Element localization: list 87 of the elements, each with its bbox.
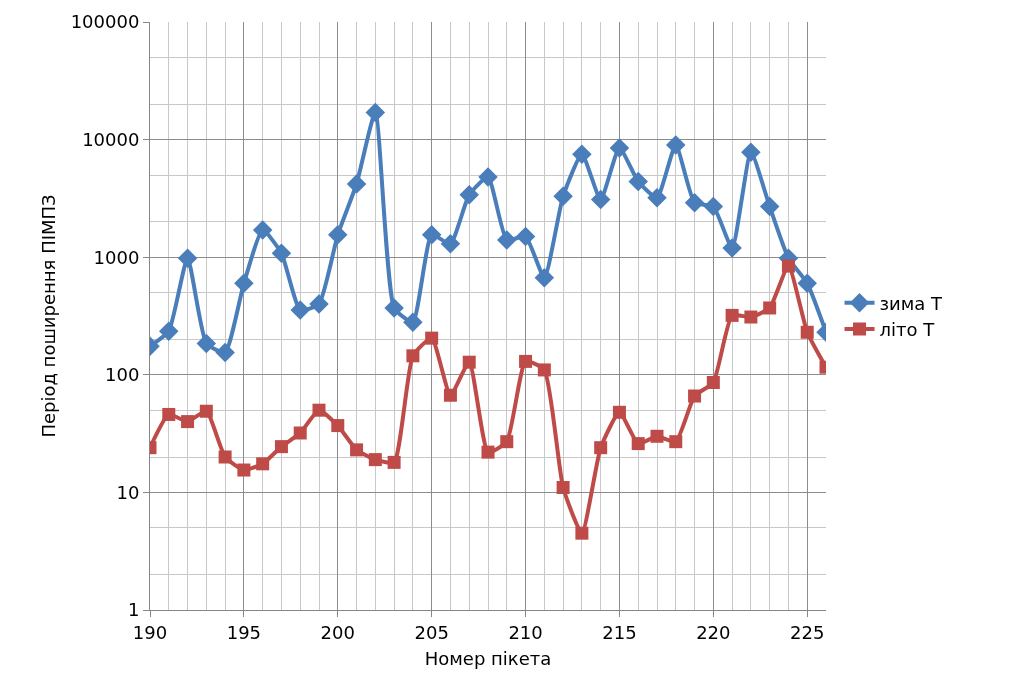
point <box>478 167 498 187</box>
point <box>406 349 420 363</box>
point <box>387 455 401 469</box>
point <box>159 321 179 341</box>
point <box>218 450 232 464</box>
y-axis-title: Період поширення ПІМПЗ <box>37 194 59 438</box>
point <box>688 389 702 403</box>
point <box>256 457 270 471</box>
x-tick-label: 215 <box>602 621 637 643</box>
y-tick-label: 10000 <box>82 128 140 150</box>
y-tick-label: 10 <box>116 481 140 503</box>
x-tick-label: 210 <box>508 621 543 643</box>
point <box>741 142 761 163</box>
point <box>237 463 251 477</box>
point <box>443 388 457 402</box>
point <box>628 171 648 192</box>
point <box>703 196 724 217</box>
y-tick-label: 100 <box>105 364 140 386</box>
point <box>500 435 514 449</box>
x-tick-label: 190 <box>132 621 168 643</box>
point <box>666 135 686 155</box>
point <box>346 174 367 194</box>
point <box>594 441 608 455</box>
point <box>290 300 310 320</box>
point <box>590 189 611 210</box>
point <box>177 248 198 268</box>
point <box>462 355 476 369</box>
point <box>368 453 382 467</box>
x-tick-label: 195 <box>226 621 262 643</box>
point <box>252 220 273 240</box>
point <box>309 294 329 314</box>
point <box>421 225 442 245</box>
point <box>612 405 626 419</box>
x-tick-label: 200 <box>320 621 355 643</box>
x-tick-label: 205 <box>414 621 449 643</box>
point <box>800 325 814 339</box>
point <box>274 440 288 454</box>
point <box>312 403 326 417</box>
y-tick-label: 1 <box>127 599 140 621</box>
point <box>199 404 213 418</box>
point <box>519 354 533 368</box>
point <box>365 102 386 123</box>
point <box>384 298 404 318</box>
point <box>497 230 517 250</box>
point <box>459 184 479 205</box>
point <box>763 301 777 315</box>
point <box>440 234 461 254</box>
point <box>271 243 292 264</box>
point <box>403 312 423 332</box>
point <box>215 342 235 363</box>
point <box>609 138 630 158</box>
x-axis-title: Номер пікета <box>424 647 552 669</box>
point <box>572 144 592 165</box>
point <box>234 273 254 294</box>
point <box>706 376 720 389</box>
point <box>331 419 345 433</box>
point <box>425 331 439 345</box>
x-tick-label: 225 <box>790 621 825 643</box>
point <box>481 445 495 459</box>
point <box>181 415 195 429</box>
y-tick-label: 100000 <box>70 11 140 33</box>
point <box>162 407 176 421</box>
point <box>744 310 758 324</box>
point <box>647 188 667 208</box>
point <box>722 238 742 258</box>
legend-label: зима Т <box>879 292 944 314</box>
point <box>534 267 555 288</box>
point <box>328 225 348 245</box>
point <box>797 273 817 294</box>
point <box>293 426 307 440</box>
point <box>515 226 536 247</box>
x-tick-label: 220 <box>696 621 731 643</box>
point <box>537 363 551 377</box>
y-tick-label: 1000 <box>93 246 140 268</box>
point <box>725 308 739 322</box>
point <box>575 526 589 540</box>
point <box>553 186 573 206</box>
point <box>631 437 645 451</box>
point <box>669 435 683 449</box>
point <box>350 443 364 457</box>
point <box>781 259 795 273</box>
point <box>759 196 780 217</box>
point <box>196 333 217 354</box>
legend-label: літо Т <box>879 319 936 341</box>
point <box>650 429 664 443</box>
point <box>556 481 570 495</box>
point <box>684 193 705 213</box>
